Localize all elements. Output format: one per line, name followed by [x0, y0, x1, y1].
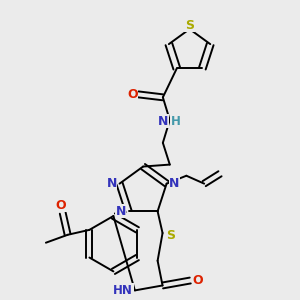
- Text: H: H: [171, 115, 181, 128]
- Text: O: O: [56, 199, 66, 212]
- Text: N: N: [158, 115, 168, 128]
- Text: N: N: [116, 205, 126, 218]
- Text: HN: HN: [113, 284, 133, 297]
- Text: N: N: [169, 177, 180, 190]
- Text: O: O: [193, 274, 203, 287]
- Text: O: O: [127, 88, 137, 101]
- Text: N: N: [106, 177, 117, 190]
- Text: S: S: [185, 19, 194, 32]
- Text: S: S: [166, 229, 175, 242]
